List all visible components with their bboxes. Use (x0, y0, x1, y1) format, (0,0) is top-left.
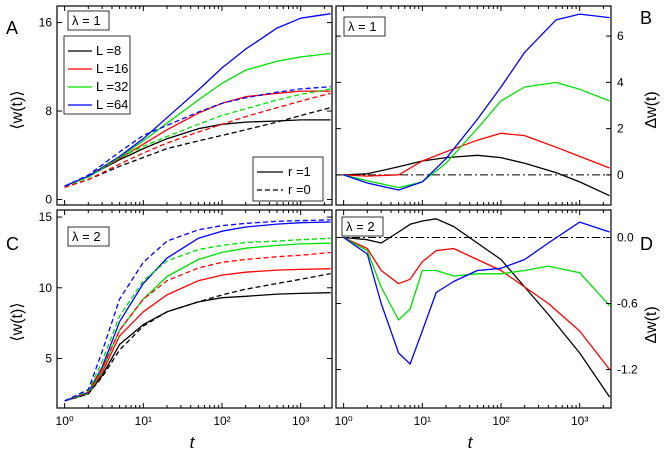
lambda-label-c: λ = 2 (72, 229, 101, 244)
y-tick-label-b-0: 0 (617, 168, 624, 182)
y-tick-label-b-1: 2 (617, 122, 624, 136)
plot-frame-a (56, 5, 333, 206)
x-tick-label-c-2: 10² (213, 414, 230, 428)
lambda-box-b (343, 16, 386, 37)
y-tick-label-c-1: 10 (39, 281, 53, 295)
legend-l-box (63, 35, 131, 115)
legend-l-label-32: L =32 (96, 79, 128, 94)
panel-d: 10⁰ 10¹ 10² 10³ 0.0 -0.6 -1.2 (335, 209, 638, 428)
x-tick-label-d-1: 10¹ (414, 414, 431, 428)
ticks-a (57, 6, 332, 205)
y-tick-label-c-0: 5 (45, 352, 52, 366)
series-line-a-6 (64, 88, 331, 187)
y-tick-label-c-2: 15 (39, 210, 53, 224)
panel-a: 0 8 16 (39, 5, 333, 206)
y-tick-label-a-0: 0 (45, 192, 52, 206)
series-line-a-3 (64, 13, 331, 187)
legend-r-box (252, 156, 324, 202)
series-line-a-7 (64, 86, 331, 187)
y-axis-label-c: ⟨w(t)⟩ (9, 302, 26, 341)
plot-frame-c (56, 209, 333, 409)
y-tick-label-b-3: 6 (617, 29, 624, 43)
y-axis-label-a: ⟨w(t)⟩ (9, 90, 26, 129)
series-line-c-7 (64, 219, 331, 402)
lambda-label-b: λ = 1 (348, 19, 377, 34)
panel-c: 10⁰ 10¹ 10² 10³ 5 10 15 (39, 209, 333, 428)
series-line-d-0 (343, 218, 611, 398)
series-line-b-1 (343, 132, 610, 177)
lambda-label-d: λ = 2 (346, 219, 375, 234)
x-tick-label-d-3: 10³ (571, 414, 588, 428)
plot-frame-b (335, 5, 612, 206)
y-tick-label-d-2: -1.2 (617, 363, 638, 377)
plot-frame-d (335, 209, 612, 409)
series-line-d-2 (343, 236, 611, 321)
panel-letter-a: A (6, 18, 18, 38)
series-line-c-4 (64, 272, 331, 402)
legend-r-label-1: r =1 (288, 164, 311, 179)
x-tick-label-d-2: 10² (492, 414, 509, 428)
panels-layer: 0 8 16 0 2 4 6 10⁰ 10¹ 10² 10³ 5 10 15 10⁰ 10¹ 10² 10³ 0.0… (39, 5, 638, 428)
panel-b: 0 2 4 6 (335, 5, 624, 206)
legend-l-label-8: L =8 (96, 43, 121, 58)
x-tick-label-c-1: 10¹ (135, 414, 152, 428)
lambda-label-a: λ = 1 (72, 13, 101, 28)
y-tick-label-b-2: 4 (617, 75, 624, 89)
series-line-a-5 (64, 92, 331, 188)
series-line-c-6 (64, 237, 331, 402)
series-line-d-1 (343, 236, 611, 370)
series-line-b-3 (343, 13, 610, 191)
y-axis-label-b: Δw(t) (643, 91, 660, 128)
y-tick-label-d-0: 0.0 (617, 231, 634, 245)
x-axis-label-d: t (468, 433, 474, 452)
x-tick-label-d-0: 10⁰ (335, 414, 353, 428)
series-line-d-3 (343, 221, 610, 365)
lambda-box-c (67, 226, 110, 247)
y-tick-label-a-2: 16 (39, 16, 53, 30)
y-axis-label-d: Δw(t) (643, 306, 660, 343)
ticks-c (57, 210, 332, 408)
series-line-c-5 (64, 251, 331, 402)
legend-l-label-16: L =16 (96, 61, 128, 76)
panel-letter-d: D (640, 234, 653, 254)
panel-letter-c: C (6, 234, 19, 254)
ticks-d (336, 210, 611, 408)
lambda-box-a (67, 10, 110, 31)
series-line-c-2 (64, 242, 331, 402)
series-line-b-2 (343, 81, 610, 189)
legend-l-label-64: L =64 (96, 97, 128, 112)
lambda-box-d (341, 216, 384, 237)
panel-letter-b: B (640, 8, 652, 28)
ticks-b (336, 6, 611, 205)
x-axis-label-c: t (190, 433, 196, 452)
series-line-b-0 (343, 154, 610, 197)
x-tick-label-c-0: 10⁰ (56, 414, 74, 428)
y-tick-label-d-1: -0.6 (617, 297, 638, 311)
series-line-c-1 (64, 268, 331, 402)
x-tick-label-c-3: 10³ (292, 414, 309, 428)
series-line-c-0 (64, 292, 331, 402)
legend-r-label-0: r =0 (288, 182, 311, 197)
y-tick-label-a-1: 8 (45, 104, 52, 118)
